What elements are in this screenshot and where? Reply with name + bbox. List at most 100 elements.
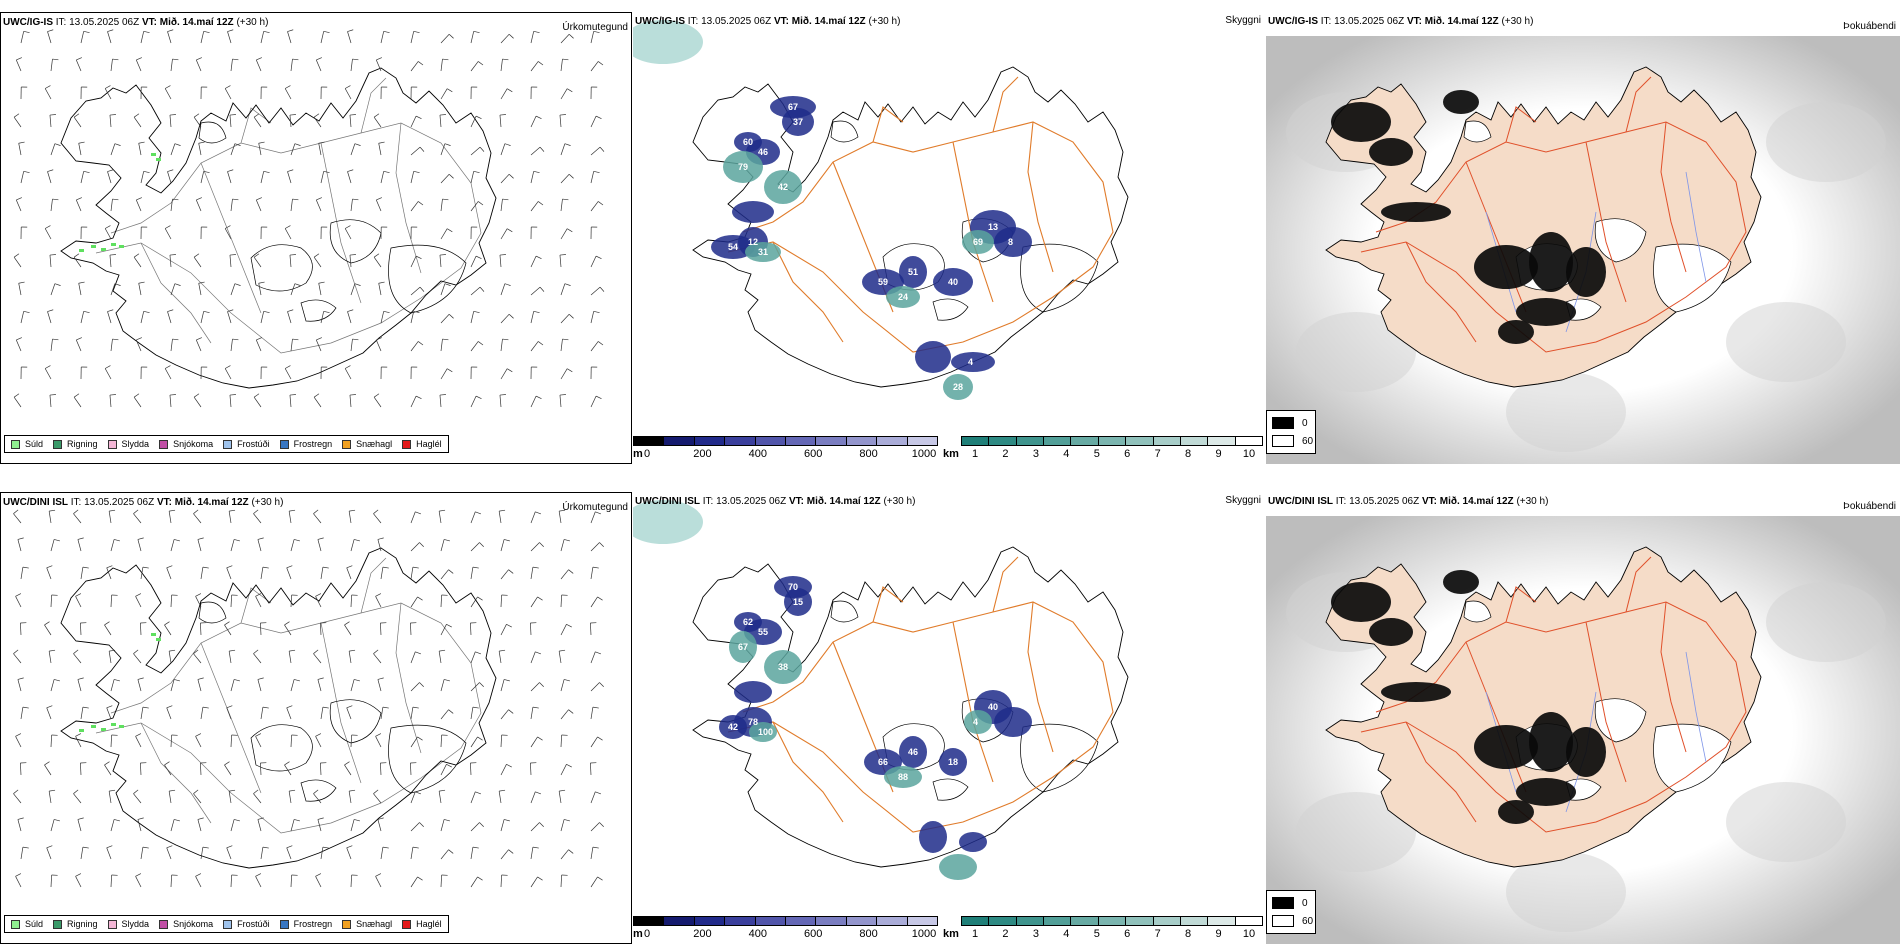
wind-barb-staff [169, 255, 172, 268]
wind-barb-staff [590, 341, 599, 352]
wind-barb-flag [595, 511, 602, 515]
glacier-outline [1463, 120, 1492, 143]
wind-barb-staff [284, 88, 292, 100]
precip-swatch [342, 439, 352, 449]
wind-barb-flag [568, 709, 574, 714]
wind-barb-flag [73, 789, 79, 794]
wind-barb-flag [559, 114, 566, 116]
road-line [240, 107, 272, 144]
vis-colorbar-top [961, 436, 1263, 446]
wind-barb-flag [597, 736, 603, 741]
wind-barb-flag [376, 57, 382, 61]
wind-barb-flag [135, 733, 142, 737]
fog-swatch [1272, 417, 1294, 429]
wind-barb-flag [83, 170, 90, 173]
wind-barb-flag [22, 706, 29, 709]
wind-barb-staff [170, 539, 175, 552]
wind-barb-staff [50, 339, 53, 352]
wind-barb-staff [440, 173, 450, 184]
wind-barb-staff [260, 567, 264, 580]
wind-barb-flag [595, 115, 602, 119]
wind-barb-staff [75, 596, 82, 608]
wind-barb-flag [23, 170, 30, 173]
wind-barb-staff [470, 707, 474, 720]
wind-barb-flag [49, 254, 56, 256]
wind-barb-flag [253, 509, 259, 514]
wind-barb-flag [412, 566, 419, 569]
wind-barb-staff [375, 59, 382, 72]
wind-barb-flag [475, 255, 482, 259]
wind-barb-staff [229, 255, 232, 268]
wind-barb-flag [202, 706, 209, 709]
wind-barb-staff [164, 624, 172, 636]
cloud-patch [915, 341, 951, 373]
wind-barb-flag [232, 338, 239, 341]
wind-barb-staff [590, 311, 595, 324]
precip-legend-label: Snæhagl [356, 439, 393, 449]
wind-barb-flag [16, 57, 22, 61]
wind-barb-flag [347, 169, 354, 172]
vis-colorbar-bottom [961, 916, 1263, 926]
precip-legend-item: Rigning [53, 439, 98, 449]
wind-barb-staff [166, 707, 172, 720]
cloud-patch [962, 230, 994, 254]
wind-barb-flag [263, 310, 270, 313]
cloud-patch [884, 766, 922, 788]
precip-legend-item: Haglél [402, 439, 442, 449]
precip-legend-label: Frostúði [237, 919, 270, 929]
wind-barb-staff [560, 849, 569, 860]
wind-barb-flag [137, 537, 144, 540]
wind-barb-flag [592, 846, 599, 849]
wind-barb-staff [170, 874, 172, 888]
wind-barb-flag [289, 114, 296, 116]
wind-barb-staff [193, 116, 202, 128]
wind-barb-staff [229, 115, 232, 128]
colorbar-segment [1126, 917, 1154, 925]
wind-barb-staff [560, 734, 562, 748]
wind-barb-flag [78, 281, 85, 284]
wind-barb-flag [166, 565, 173, 569]
fog-swirl [1726, 782, 1846, 862]
wind-barb-flag [49, 789, 56, 792]
wind-barb-flag [598, 341, 604, 346]
wind-barb-flag [133, 393, 140, 398]
wind-barb-flag [49, 509, 56, 512]
wind-barb-flag [593, 30, 600, 33]
cloud-patch [959, 832, 987, 852]
cloud-patch [939, 854, 977, 880]
wind-barb-staff [375, 876, 382, 888]
wind-barb-staff [50, 199, 53, 212]
wind-barb-flag [229, 649, 236, 652]
fog-swirl [1766, 582, 1886, 662]
wind-barb-staff [13, 116, 22, 128]
wind-barb-staff [198, 143, 202, 156]
wind-barb-flag [83, 30, 90, 33]
wind-barb-staff [110, 199, 113, 212]
wind-barb-staff [253, 793, 262, 804]
wind-barb-flag [595, 791, 602, 795]
wind-barb-flag [567, 88, 573, 93]
wind-barb-staff [44, 228, 52, 240]
wind-barb-staff [530, 286, 541, 296]
valid-time: VT: Mið. 14.maí 12Z [773, 16, 866, 27]
wind-barb-flag [477, 876, 483, 881]
fog-swirl [1296, 792, 1416, 872]
wind-barb-flag [255, 593, 262, 597]
wind-barb-staff [320, 31, 325, 44]
wind-barb-flag [559, 254, 566, 256]
height-ticks-bottom: 0 200 400 600 800 1000 [633, 928, 938, 940]
wind-barb-flag [286, 845, 293, 849]
wind-barb-staff [110, 734, 112, 748]
wind-barb-staff [164, 88, 172, 100]
wind-barb-staff [135, 59, 142, 72]
wind-barb-flag [203, 30, 210, 33]
wind-barb-staff [107, 311, 112, 324]
wind-barb-flag [592, 566, 599, 569]
wind-barb-staff [530, 171, 535, 184]
colorbar-tick-label: 6 [1124, 928, 1131, 940]
cloud-base-label: 54 [728, 242, 738, 252]
fog-blob [1443, 570, 1479, 594]
wind-barb-staff [410, 622, 412, 636]
precip-swatch [53, 919, 63, 929]
wind-barb-staff [500, 33, 510, 44]
